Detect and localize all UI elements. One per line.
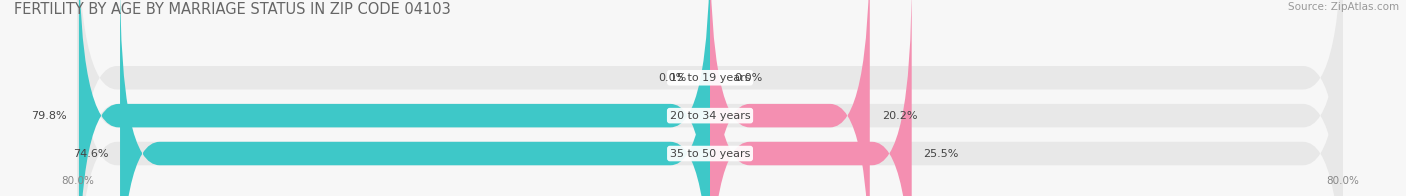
FancyBboxPatch shape — [710, 0, 911, 196]
FancyBboxPatch shape — [79, 0, 710, 196]
Text: 80.0%: 80.0% — [1326, 176, 1360, 186]
FancyBboxPatch shape — [77, 0, 1343, 196]
Text: 79.8%: 79.8% — [31, 111, 67, 121]
Text: 0.0%: 0.0% — [734, 73, 762, 83]
FancyBboxPatch shape — [120, 0, 710, 196]
Text: 15 to 19 years: 15 to 19 years — [669, 73, 751, 83]
FancyBboxPatch shape — [77, 0, 1343, 196]
Text: 25.5%: 25.5% — [924, 149, 959, 159]
Text: 0.0%: 0.0% — [658, 73, 686, 83]
Text: FERTILITY BY AGE BY MARRIAGE STATUS IN ZIP CODE 04103: FERTILITY BY AGE BY MARRIAGE STATUS IN Z… — [14, 2, 451, 17]
Text: 20 to 34 years: 20 to 34 years — [669, 111, 751, 121]
Text: 80.0%: 80.0% — [60, 176, 94, 186]
Text: 35 to 50 years: 35 to 50 years — [669, 149, 751, 159]
Text: 74.6%: 74.6% — [73, 149, 108, 159]
FancyBboxPatch shape — [77, 0, 1343, 196]
Text: Source: ZipAtlas.com: Source: ZipAtlas.com — [1288, 2, 1399, 12]
FancyBboxPatch shape — [710, 0, 870, 196]
Text: 20.2%: 20.2% — [882, 111, 917, 121]
